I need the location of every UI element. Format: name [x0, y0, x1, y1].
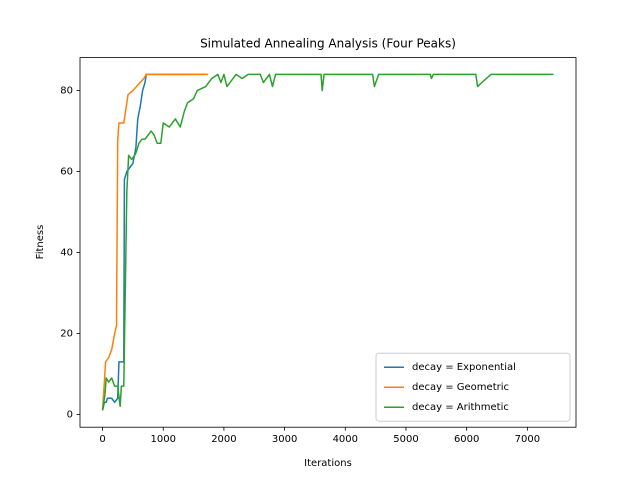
series-line: [101, 73, 209, 411]
x-tick-label: 5000: [393, 434, 418, 445]
y-tick-label: 0: [67, 409, 73, 420]
y-tick-label: 80: [60, 86, 73, 97]
y-axis-label: Fitness: [35, 225, 46, 260]
x-tick-label: 1000: [151, 434, 176, 445]
x-tick-label: 3000: [272, 434, 297, 445]
legend-box: [375, 352, 571, 422]
y-tick-label: 40: [60, 248, 73, 259]
x-tick-label: 0: [99, 434, 105, 445]
x-axis-label: Iterations: [304, 458, 352, 469]
legend-label: decay = Exponential: [412, 362, 516, 373]
series-line: [101, 73, 206, 411]
legend: decay = Exponential decay = Geometric deca…: [375, 352, 571, 422]
plot-frame: [79, 57, 577, 428]
legend-label: decay = Geometric: [412, 382, 509, 393]
x-tick-label: 4000: [333, 434, 358, 445]
chart-title: Simulated Annealing Analysis (Four Peaks…: [200, 37, 456, 51]
x-tick-label: 7000: [515, 434, 540, 445]
y-tick-label: 60: [60, 167, 73, 178]
x-tick-label: 6000: [454, 434, 479, 445]
series-line: [101, 73, 554, 411]
legend-label: decay = Arithmetic: [412, 402, 509, 413]
x-tick-label: 2000: [211, 434, 236, 445]
y-tick-label: 20: [60, 328, 73, 339]
